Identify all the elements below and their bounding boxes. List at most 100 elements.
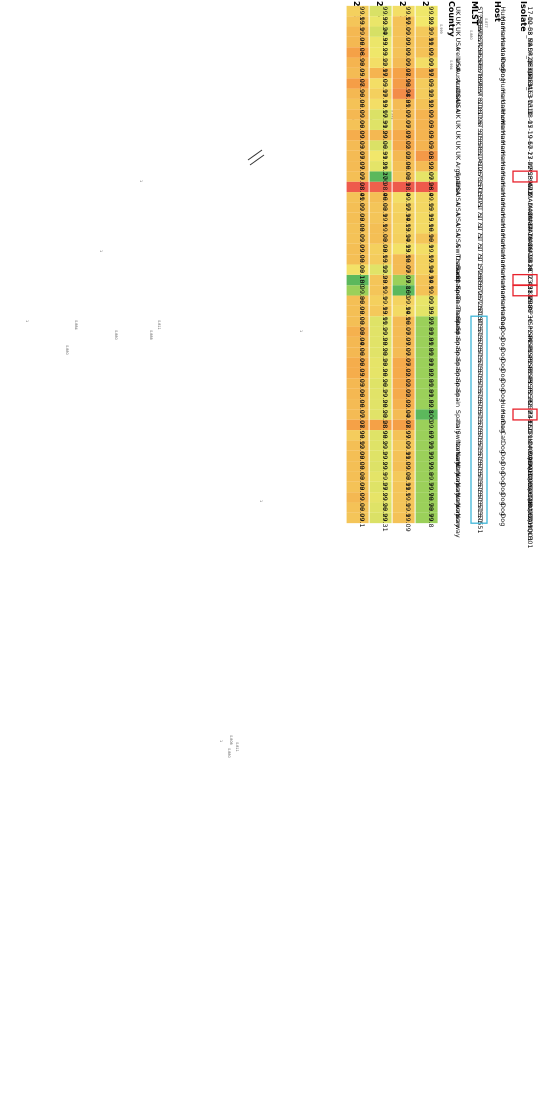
- identity-value: 99.29: [381, 482, 389, 500]
- identity-value: 99.81: [427, 338, 435, 356]
- identity-value: 99.09: [404, 17, 412, 35]
- identity-value: 98.98: [358, 420, 366, 438]
- identity-value: 99.09: [427, 286, 435, 304]
- metadata-cell: Spain: [454, 275, 462, 293]
- identity-value: 99.09: [358, 503, 366, 521]
- identity-value: 99.28: [381, 265, 389, 283]
- isolate-name: 19KM0990: [526, 431, 534, 465]
- metadata-cell: Dog: [499, 68, 507, 81]
- identity-cell: [415, 492, 438, 503]
- metadata-cell: UK: [454, 131, 462, 141]
- identity-value: 99.06: [358, 389, 366, 407]
- identity-cell: [415, 67, 438, 79]
- identity-value: 99.67: [427, 420, 435, 438]
- identity-cell: [392, 130, 415, 141]
- axis-break: [247, 149, 263, 161]
- metadata-cell: ST515: [476, 120, 484, 140]
- metadata-cell: Norway: [454, 451, 462, 475]
- identity-value: 99.12: [358, 431, 366, 449]
- metadata-cell: Human: [499, 120, 507, 143]
- identity-value: 98.98: [381, 420, 389, 438]
- identity-value: 99.06: [358, 348, 366, 366]
- axis-break: [249, 154, 265, 166]
- metadata-cell: UK: [454, 27, 462, 37]
- identity-value: 99.02: [404, 389, 412, 407]
- support-value: 0.808: [229, 735, 233, 745]
- identity-cell: [415, 295, 438, 306]
- metadata-cell: ST551: [476, 431, 484, 451]
- table-row: 17-19 Human ST515 UK 99.05 99.07 99.29 99.09: [346, 119, 534, 143]
- identity-value: 99.08: [404, 462, 412, 480]
- support-value: 0.994: [449, 60, 453, 70]
- identity-cell: [392, 450, 415, 462]
- metadata-cell: ST172: [476, 255, 484, 275]
- metadata-cell: ST551: [476, 420, 484, 440]
- identity-value: 99.07: [358, 400, 366, 418]
- identity-value: 99.07: [404, 100, 412, 118]
- identity-value: 99.09: [358, 100, 366, 118]
- identity-value: 99.29: [381, 120, 389, 138]
- metadata-cell: Norway: [454, 472, 462, 496]
- header-isolate: Isolate: [519, 1, 528, 32]
- isolate-name: HSP240: [526, 338, 534, 363]
- identity-value: 99.1: [427, 275, 435, 289]
- metadata-cell: ST71: [476, 193, 484, 209]
- metadata-cell: Dog: [499, 441, 507, 454]
- identity-cell: [392, 481, 415, 493]
- table-row: DAHQKT01DogST551Norway99.7999.1199.2799.…: [346, 471, 534, 507]
- identity-value: 99.05: [358, 58, 366, 76]
- metadata-cell: Dog: [499, 358, 507, 371]
- identity-value: 99.17: [427, 244, 435, 262]
- identity-value: 99.09: [427, 37, 435, 55]
- identity-value: 99.1: [404, 493, 412, 507]
- metadata-cell: Human: [499, 224, 507, 247]
- table-row: WU2 Human ST150 USA 98.4 98.4 98.46 98.41: [346, 181, 534, 205]
- metadata-cell: Human: [499, 306, 507, 329]
- identity-value: 99.29: [381, 503, 389, 521]
- identity-value: 99.17: [404, 193, 412, 211]
- identity-cell: [392, 336, 415, 348]
- metadata-cell: Spain: [454, 348, 462, 366]
- identity-cell: [369, 140, 392, 151]
- isolate-name: DAHQKU01: [526, 482, 534, 518]
- identity-cell: [392, 295, 415, 306]
- identity-cell: [369, 347, 392, 358]
- table-row: 18-05 Human ST96 UK 99.05 99.07 99.31 99.06: [346, 109, 534, 133]
- identity-cell: [346, 150, 369, 162]
- metadata-cell: Switzerland: [454, 244, 462, 281]
- identity-cell: [392, 399, 415, 410]
- identity-value: 99.12: [427, 79, 435, 97]
- identity-value: 99.02: [404, 358, 412, 376]
- identity-value: 99.08: [358, 213, 366, 231]
- identity-cell: [369, 367, 392, 379]
- isolate-name: 23-298: [526, 286, 534, 309]
- support-value: 0.811: [157, 320, 161, 330]
- identity-value: 99.13: [381, 296, 389, 314]
- identity-value: 99.28: [381, 338, 389, 356]
- identity-value: 99.08: [358, 317, 366, 335]
- metadata-cell: Spain: [454, 286, 462, 304]
- identity-value: 99.09: [358, 120, 366, 138]
- identity-value: 99.02: [404, 379, 412, 397]
- identity-cell: [415, 57, 438, 68]
- identity-cell: [346, 243, 369, 255]
- identity-cell: [369, 264, 392, 275]
- identity-cell: [369, 36, 392, 48]
- support-value: 0.974: [479, 14, 483, 24]
- identity-cell: [392, 409, 415, 420]
- identity-value: 99.2: [427, 17, 435, 31]
- identity-cell: [415, 119, 438, 130]
- identity-value: 99.28: [381, 348, 389, 366]
- identity-value: 99.31: [381, 110, 389, 128]
- metadata-cell: Human: [499, 213, 507, 236]
- identity-value: 99.15: [427, 203, 435, 221]
- identity-value: 99.1: [404, 172, 412, 186]
- metadata-cell: Thailand: [454, 305, 462, 333]
- identity-cell: [346, 254, 369, 265]
- identity-value: 98.94: [404, 79, 412, 97]
- identity-cell: [415, 171, 438, 182]
- metadata-cell: Thailand: [454, 295, 462, 323]
- isolate-name: DAHQLB01: [526, 513, 534, 548]
- identity-cell: [392, 67, 415, 79]
